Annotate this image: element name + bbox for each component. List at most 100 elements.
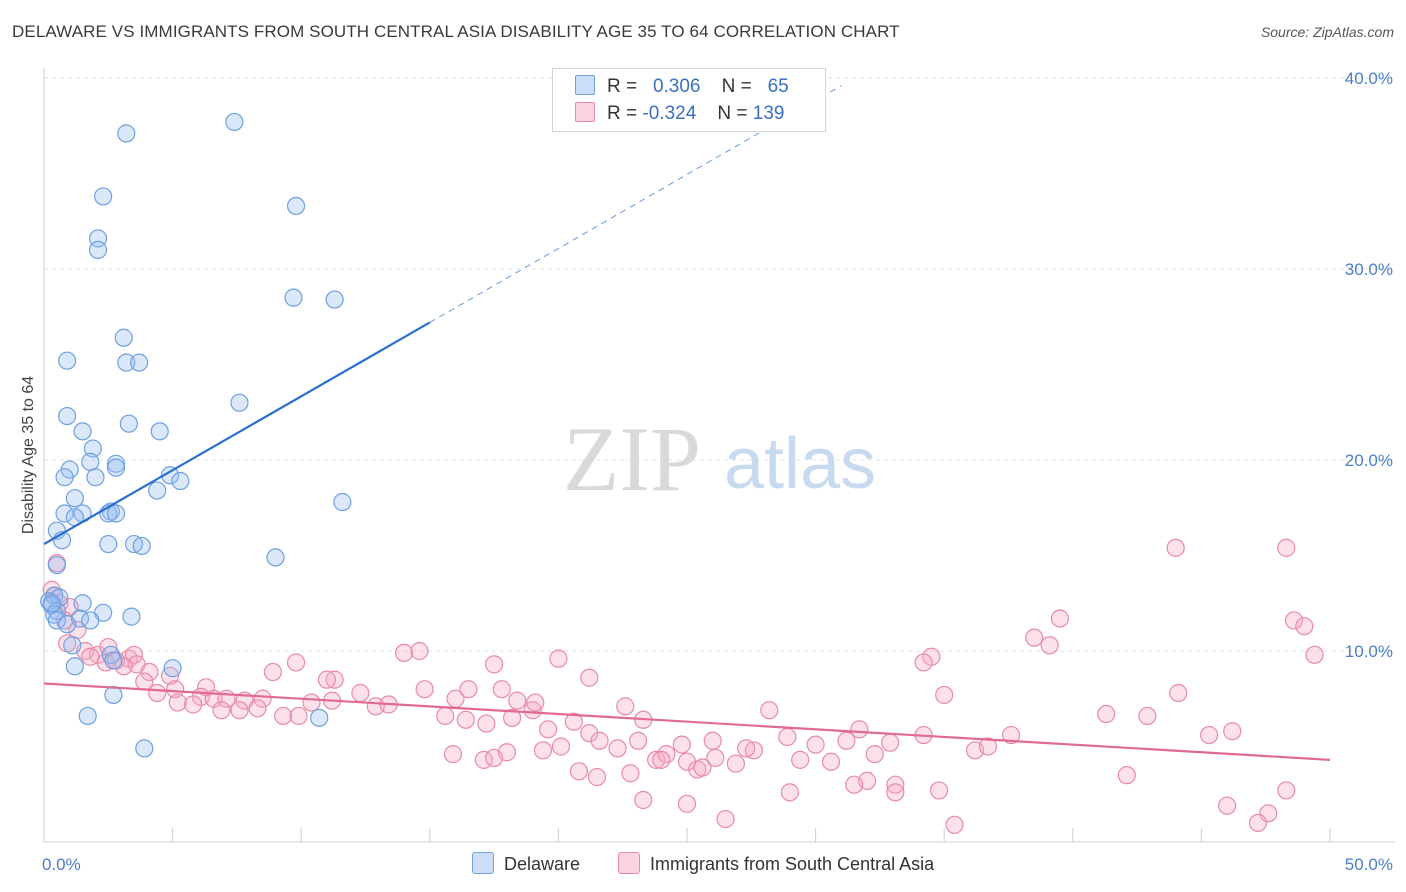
- data-point: [580, 724, 599, 743]
- chart-source: Source: ZipAtlas.com: [1260, 24, 1394, 40]
- data-point: [1097, 704, 1116, 724]
- data-point: [325, 670, 344, 689]
- series-legend-immigrants[interactable]: Immigrants from South Central Asia: [618, 852, 934, 875]
- legend-n-value: 139: [752, 103, 785, 124]
- data-point: [63, 636, 82, 655]
- data-point: [58, 351, 77, 370]
- data-point: [130, 353, 149, 372]
- data-point: [81, 611, 100, 630]
- data-point: [629, 731, 648, 750]
- data-point: [325, 290, 344, 309]
- data-point: [1295, 617, 1314, 636]
- data-point: [106, 504, 126, 523]
- data-point: [230, 701, 249, 720]
- y-tick-label-1: 20.0%: [1345, 451, 1393, 470]
- data-point: [780, 783, 799, 802]
- data-point: [850, 720, 869, 739]
- data-point: [351, 683, 370, 703]
- y-tick-label-0: 10.0%: [1345, 642, 1393, 661]
- data-point: [1138, 706, 1157, 726]
- y-tick-label-3: 40.0%: [1345, 69, 1393, 88]
- data-point: [47, 555, 66, 575]
- data-point: [289, 706, 308, 726]
- data-point: [806, 735, 825, 754]
- data-point: [881, 733, 900, 752]
- legend-swatch-immigrants: [575, 102, 595, 122]
- legend-r-value: 0.306: [652, 76, 701, 97]
- data-point: [1025, 628, 1044, 647]
- data-point: [587, 767, 607, 787]
- data-point: [415, 680, 434, 699]
- data-point: [737, 739, 756, 758]
- data-point: [248, 699, 267, 718]
- data-point: [1166, 538, 1185, 557]
- data-point: [508, 691, 527, 710]
- data-point: [608, 739, 627, 758]
- data-point: [171, 471, 190, 491]
- data-point: [47, 611, 66, 630]
- data-point: [99, 534, 118, 554]
- data-point: [1277, 781, 1296, 800]
- data-point: [539, 720, 558, 739]
- data-point: [590, 731, 609, 750]
- data-point: [1218, 796, 1237, 815]
- grid-lines: [44, 77, 1395, 652]
- data-point: [526, 693, 545, 712]
- series-legend-label: Delaware: [504, 854, 581, 874]
- legend-r-label: R =: [607, 103, 638, 124]
- data-point: [672, 735, 691, 754]
- data-point: [333, 492, 352, 512]
- data-point: [73, 594, 92, 613]
- data-point: [42, 594, 61, 613]
- data-point: [778, 727, 797, 747]
- data-point: [1284, 611, 1304, 630]
- data-point: [163, 659, 182, 678]
- data-point: [549, 649, 568, 668]
- correlation-legend: R = 0.306 N = 65 R = -0.324 N = 139: [552, 68, 826, 132]
- data-point: [55, 504, 74, 523]
- tick-labels: 10.0% 20.0% 30.0% 40.0% 0.0% 50.0%: [42, 69, 1393, 874]
- data-point: [253, 689, 272, 708]
- data-point: [1277, 538, 1296, 557]
- watermark-zip: ZIP: [563, 408, 701, 510]
- data-points: [40, 112, 1324, 834]
- data-point: [1001, 725, 1021, 745]
- data-point: [78, 706, 97, 726]
- data-point: [284, 288, 303, 307]
- data-point: [73, 422, 92, 441]
- trend-lines: [43, 85, 1331, 761]
- data-point: [1200, 725, 1219, 745]
- data-point: [503, 708, 522, 727]
- data-point: [317, 670, 337, 689]
- data-point: [274, 706, 293, 726]
- trend-extension-0: [429, 85, 842, 323]
- data-point: [564, 712, 583, 731]
- data-point: [230, 393, 249, 412]
- legend-n-label: N =: [721, 76, 752, 97]
- data-point: [212, 701, 231, 720]
- series-swatch-immigrants: [618, 852, 640, 874]
- data-point: [456, 710, 475, 729]
- data-point: [1169, 683, 1188, 703]
- data-point: [821, 752, 841, 771]
- data-point: [55, 468, 74, 487]
- data-point: [114, 657, 133, 676]
- data-point: [65, 657, 84, 676]
- data-point: [286, 196, 306, 216]
- legend-n-value: 65: [767, 76, 789, 97]
- data-point: [569, 762, 589, 781]
- data-point: [106, 454, 126, 473]
- series-legend-delaware[interactable]: Delaware: [472, 852, 580, 875]
- data-point: [1223, 722, 1242, 741]
- data-point: [693, 758, 712, 777]
- data-point: [122, 607, 141, 626]
- data-point: [135, 739, 154, 758]
- data-point: [945, 815, 964, 834]
- data-point: [621, 764, 640, 783]
- data-point: [492, 680, 511, 699]
- data-point: [726, 754, 745, 773]
- watermark: ZIP atlas: [563, 408, 876, 510]
- x-tick-label-0: 0.0%: [42, 855, 81, 874]
- data-point: [497, 743, 517, 762]
